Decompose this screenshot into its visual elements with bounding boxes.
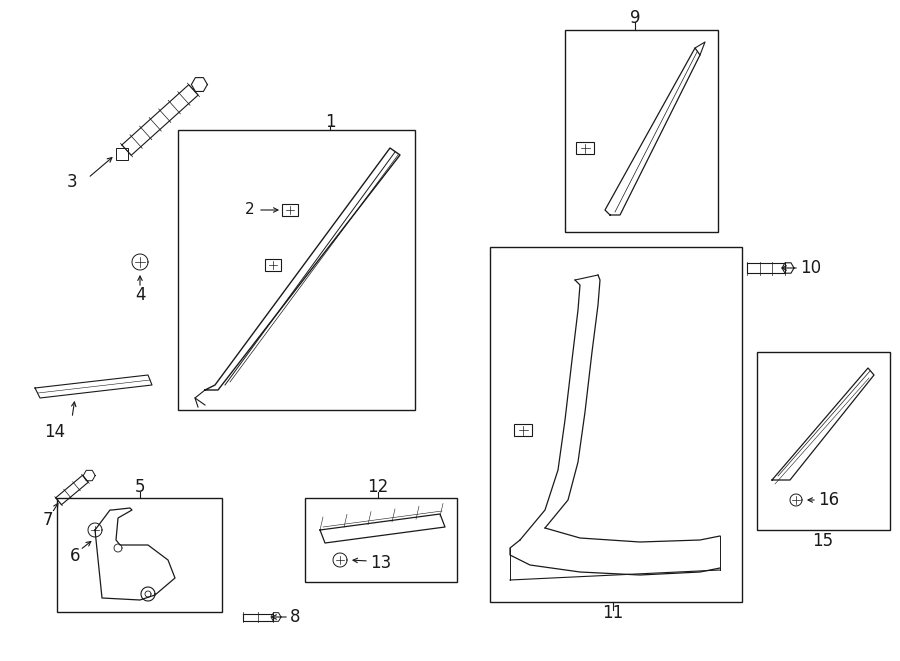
Text: 15: 15 xyxy=(813,532,833,550)
Bar xyxy=(305,498,457,582)
Bar xyxy=(282,204,298,215)
Text: 6: 6 xyxy=(70,547,80,565)
Text: 7: 7 xyxy=(43,511,53,529)
Text: 1: 1 xyxy=(325,113,336,131)
Bar xyxy=(178,130,415,410)
Bar xyxy=(757,352,890,530)
Text: 4: 4 xyxy=(135,286,145,304)
Text: 11: 11 xyxy=(602,604,624,622)
Text: 8: 8 xyxy=(290,608,301,626)
Text: 10: 10 xyxy=(800,259,821,277)
Bar xyxy=(565,30,718,232)
Bar xyxy=(116,148,128,160)
Text: 16: 16 xyxy=(818,491,839,509)
Text: 13: 13 xyxy=(370,554,392,572)
Text: 2: 2 xyxy=(246,202,255,217)
Bar xyxy=(576,141,594,154)
Bar xyxy=(514,424,532,436)
Bar xyxy=(265,259,281,270)
Text: 3: 3 xyxy=(67,173,77,191)
Bar xyxy=(490,247,742,602)
Text: 12: 12 xyxy=(367,478,389,496)
Text: 14: 14 xyxy=(44,423,66,441)
Text: 5: 5 xyxy=(135,478,145,496)
Bar xyxy=(57,498,222,612)
Text: 9: 9 xyxy=(630,9,640,27)
